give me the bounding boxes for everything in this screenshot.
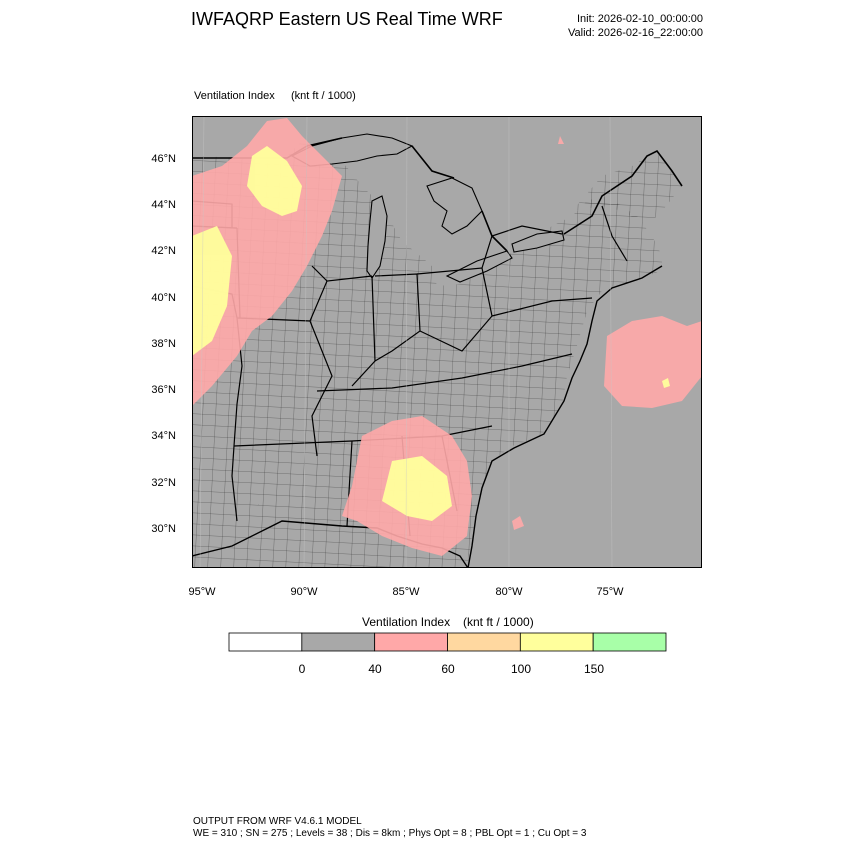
atlantic-coastline: [467, 265, 663, 568]
graticule: [199, 116, 613, 568]
lake-erie: [445, 250, 513, 283]
colorbar-bin: [519, 632, 594, 652]
lon-label: 95°W: [188, 586, 216, 598]
valid-time-label: Valid: 2026-02-16_22:00:00: [568, 27, 703, 39]
model-info-line: OUTPUT FROM WRF V4.6.1 MODEL: [193, 816, 362, 827]
colorbar-tick-label: 100: [510, 662, 532, 676]
colorbar-bin: [447, 632, 521, 652]
lat-label: 34°N: [151, 430, 176, 442]
lat-label: 38°N: [151, 338, 176, 350]
plot-title: IWFAQRP Eastern US Real Time WRF: [191, 9, 503, 29]
colorbar: [228, 632, 667, 652]
lake-ontario: [511, 230, 565, 253]
land-counties-northeast: [572, 151, 682, 226]
field-name-label: Ventilation Index: [194, 90, 275, 102]
lat-label: 46°N: [151, 153, 176, 165]
init-time-label: Init: 2026-02-10_00:00:00: [577, 13, 703, 25]
lat-label: 36°N: [151, 384, 176, 396]
colorbar-bin: [228, 632, 303, 652]
lon-label: 85°W: [392, 586, 420, 598]
lon-label: 80°W: [495, 586, 523, 598]
lat-label: 44°N: [151, 199, 176, 211]
lat-label: 32°N: [151, 477, 176, 489]
colorbar-tick-label: 40: [368, 662, 382, 676]
colorbar-units: (knt ft / 1000): [463, 615, 534, 629]
lon-label: 90°W: [290, 586, 318, 598]
colorbar-title: Ventilation Index: [362, 615, 451, 629]
colorbar-bin: [301, 632, 376, 652]
lon-label: 75°W: [596, 586, 624, 598]
weather-map: [192, 116, 702, 568]
colorbar-bin: [374, 632, 448, 652]
lake-michigan: [366, 195, 388, 279]
colorbar-tick-label: 60: [441, 662, 455, 676]
colorbar-bin: [592, 632, 667, 652]
colorbar-tick-label: 150: [583, 662, 605, 676]
lat-label: 40°N: [151, 292, 176, 304]
model-config-line: WE = 310 ; SN = 275 ; Levels = 38 ; Dis …: [193, 828, 587, 839]
field-units-label: (knt ft / 1000): [291, 90, 356, 102]
lat-label: 30°N: [151, 523, 176, 535]
lake-huron: [426, 177, 483, 235]
lat-label: 42°N: [151, 245, 176, 257]
colorbar-tick-label: 0: [298, 662, 306, 676]
